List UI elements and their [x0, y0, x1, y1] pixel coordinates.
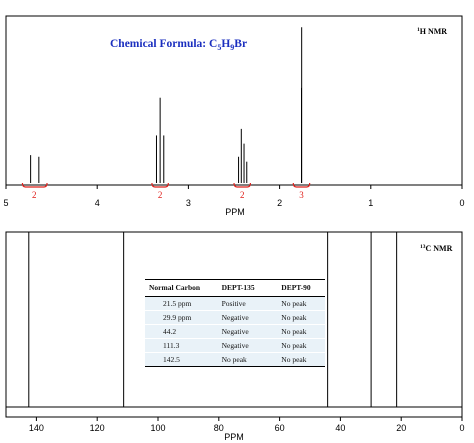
h-integration-label: 3: [299, 190, 304, 200]
h-x-tick-label: 1: [368, 198, 373, 208]
table-cell: No peak: [267, 296, 325, 311]
c-nmr-label: 13C NMR: [420, 244, 453, 253]
table-row: 21.5 ppm Positive No peak: [145, 296, 325, 311]
c-x-tick-label: 60: [275, 423, 285, 433]
h-x-tick-label: 0: [459, 198, 464, 208]
table-cell: 142.5: [145, 352, 218, 367]
table-cell: 21.5 ppm: [145, 296, 218, 311]
h-integration-bracket: [292, 182, 311, 188]
table-cell: Positive: [217, 296, 268, 311]
table-cell: Negative: [217, 338, 268, 353]
h-x-axis-label: PPM: [225, 207, 245, 217]
c-x-tick-label: 140: [29, 423, 44, 433]
table-row: 29.9 ppm Negative No peak: [145, 310, 325, 325]
dept-header-dept-90: DEPT-90: [267, 279, 325, 297]
table-cell: Negative: [217, 310, 268, 325]
h-nmr-panel: 2 2 2 3 5 4 3 2 1 0 PPM Chemical Formula: C5H9Br…: [3, 15, 465, 217]
dept-table-header-row: Normal Carbon DEPT-135 DEPT-90: [145, 279, 325, 297]
table-cell: 44.2: [145, 324, 218, 339]
table-cell: Negative: [217, 324, 268, 339]
c-x-tick-label: 120: [90, 423, 105, 433]
h-integration-bracket: [233, 182, 252, 188]
c-x-tick-label: 40: [335, 423, 345, 433]
h-integration-bracket: [21, 182, 48, 188]
table-cell: 111.3: [145, 338, 218, 353]
c-x-axis-label: PPM: [224, 432, 244, 442]
c-x-ticks: 140 120 100 80 60 40 20 0: [29, 417, 465, 433]
table-cell: No peak: [217, 352, 268, 367]
table-row: 142.5 No peak No peak: [145, 352, 325, 367]
c-nmr-panel: 140 120 100 80 60 40 20 0 PPM 13C NMR: [5, 231, 465, 442]
table-cell: No peak: [267, 338, 325, 353]
table-cell: 29.9 ppm: [145, 310, 218, 325]
h-x-tick-label: 4: [95, 198, 100, 208]
c-x-tick-label: 80: [214, 423, 224, 433]
chemical-formula-annotation: Chemical Formula: C5H9Br: [110, 38, 247, 52]
h-nmr-label: 1H NMR: [417, 27, 447, 36]
c-x-tick-label: 0: [459, 423, 464, 433]
h-integration-label: 2: [32, 190, 37, 200]
h-x-tick-label: 5: [3, 198, 8, 208]
table-cell: No peak: [267, 310, 325, 325]
h-x-tick-label: 3: [186, 198, 191, 208]
table-row: 44.2 Negative No peak: [145, 324, 325, 339]
dept-header-dept-135: DEPT-135: [217, 279, 268, 297]
dept-header-normal-carbon: Normal Carbon: [145, 279, 218, 297]
table-row: 111.3 Negative No peak: [145, 338, 325, 353]
h-integration-label: 2: [158, 190, 163, 200]
h-integrations: 2 2 2 3: [21, 182, 311, 200]
h-integration-bracket: [151, 182, 169, 188]
h-integration-label: 2: [240, 190, 245, 200]
c-peaks: [28, 232, 398, 407]
h-x-ticks: 5 4 3 2 1 0: [3, 185, 465, 208]
h-x-tick-label: 2: [277, 198, 282, 208]
table-cell: No peak: [267, 352, 325, 367]
table-cell: No peak: [267, 324, 325, 339]
c-x-tick-label: 20: [396, 423, 406, 433]
dept-table: Normal Carbon DEPT-135 DEPT-90 21.5 ppm …: [145, 279, 325, 367]
c-x-tick-label: 100: [150, 423, 165, 433]
h-peaks: [30, 27, 303, 183]
